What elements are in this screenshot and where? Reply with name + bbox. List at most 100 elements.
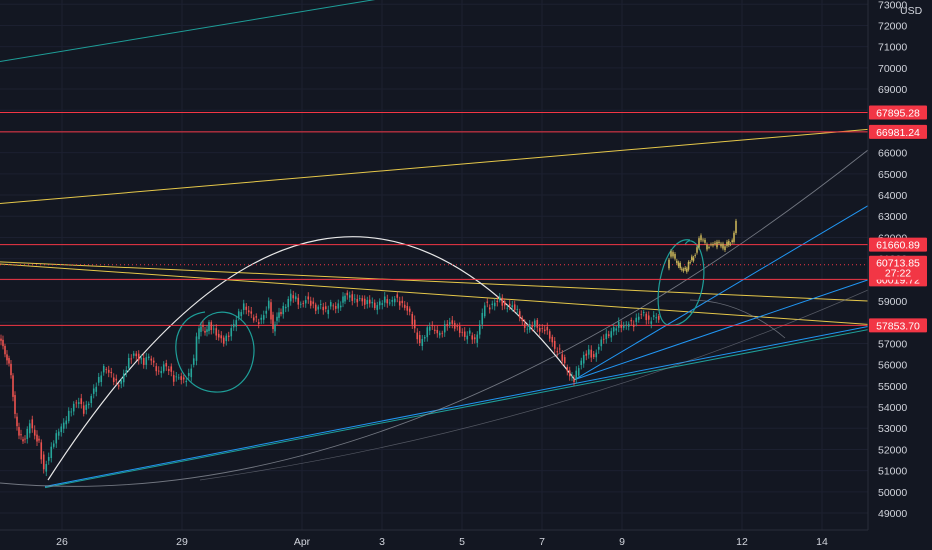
projection-body: [735, 220, 737, 234]
candle-body: [284, 306, 287, 309]
candle-body: [373, 302, 376, 309]
candle-body: [40, 442, 43, 460]
candle-body: [10, 363, 12, 376]
level-price-tag: 61660.89: [876, 240, 920, 252]
candle-body: [304, 300, 307, 304]
candle-body: [67, 410, 70, 422]
trendline-blue-steep[interactable]: [574, 205, 869, 380]
candle-body: [573, 379, 575, 383]
axis-ticks: 49000 50000 51000 52000 53000 54000 55000 56000…: [56, 0, 907, 548]
candle-body: [329, 302, 332, 307]
candle-body: [376, 305, 379, 310]
grey-curve-outer[interactable]: [0, 149, 869, 487]
projection-body: [684, 267, 686, 270]
projection-body: [702, 239, 704, 241]
candle-body: [642, 312, 645, 314]
candle-body: [637, 316, 640, 320]
candle-body: [260, 317, 263, 320]
trendline-yellow-ascending[interactable]: [0, 128, 869, 205]
candle-body: [18, 427, 20, 436]
candle-body: [358, 298, 361, 299]
candle-body: [625, 324, 628, 326]
trendline-blue-medium[interactable]: [574, 279, 869, 380]
projection-body: [674, 254, 676, 259]
candle-body: [344, 295, 346, 302]
candle-body: [100, 375, 103, 382]
candle-body: [60, 426, 63, 433]
x-tick-label: 5: [459, 536, 465, 548]
candle-body: [102, 365, 105, 373]
candle-body: [645, 313, 648, 321]
candle-body: [202, 325, 204, 327]
projection-body: [704, 239, 706, 243]
projection-body: [668, 259, 670, 269]
time-axis-panel: [0, 530, 932, 550]
projection-path: [668, 218, 737, 274]
candle-body: [657, 316, 660, 320]
candle-body: [339, 305, 342, 308]
candle-body: [4, 345, 6, 355]
candle-body: [28, 423, 31, 434]
candle-body: [511, 305, 514, 308]
candle-body: [632, 324, 635, 327]
candle-body: [309, 300, 312, 306]
y-tick-label: 56000: [878, 360, 907, 372]
trendline-teal-upper-channel[interactable]: [0, 0, 385, 62]
projection-body: [720, 243, 722, 247]
candle-body: [280, 312, 282, 315]
candle-body: [195, 336, 198, 361]
candle-body: [208, 322, 210, 332]
candle-body: [431, 325, 434, 327]
projection-body: [676, 260, 678, 263]
projection-body: [681, 268, 683, 270]
candle-body: [582, 354, 585, 364]
candle-body: [546, 326, 549, 331]
trendline-teal-support[interactable]: [44, 329, 869, 489]
trendline-yellow-descending-2[interactable]: [0, 263, 869, 325]
candle-body: [463, 331, 466, 337]
x-tick-label: 12: [736, 536, 748, 548]
candle-body: [127, 357, 130, 369]
projection-body: [731, 240, 733, 243]
candle-body: [155, 366, 158, 372]
candle-body: [240, 312, 243, 317]
price-tags: 67895.2866981.2461660.8960019.7257853.70…: [869, 105, 927, 333]
trendline-blue-support[interactable]: [44, 325, 869, 488]
candle-body: [366, 300, 369, 305]
candle-body: [312, 301, 315, 304]
candle-body: [322, 306, 325, 311]
candle-body: [122, 373, 125, 383]
projection-body: [729, 244, 732, 245]
level-price-tag: 57853.70: [876, 320, 920, 332]
x-tick-label: 7: [539, 536, 545, 548]
teal-circle-right[interactable]: [657, 239, 705, 326]
trendline-yellow-descending-1[interactable]: [0, 261, 869, 302]
candle-body: [421, 338, 424, 346]
teal-circle-left[interactable]: [175, 311, 255, 393]
candle-body: [235, 320, 238, 327]
candle-body: [198, 328, 200, 340]
candle-body: [381, 303, 384, 305]
x-tick-label: 29: [176, 536, 188, 548]
candle-body: [587, 349, 590, 355]
candle-body: [388, 302, 391, 304]
candle-body: [297, 297, 300, 305]
candle-body: [548, 331, 551, 339]
candle-body: [262, 315, 265, 320]
candle-body: [612, 327, 615, 332]
candle-body: [521, 317, 524, 321]
candle-body: [52, 443, 55, 447]
currency-label: USD: [900, 5, 923, 17]
candle-body: [170, 366, 173, 372]
candle-body: [436, 330, 439, 334]
grey-curve-short[interactable]: [689, 299, 786, 339]
candle-body: [45, 464, 48, 472]
y-tick-label: 65000: [878, 169, 907, 181]
candle-body: [112, 377, 115, 382]
candle-body: [165, 363, 168, 367]
candle-body: [334, 306, 337, 309]
grey-curve-inner[interactable]: [199, 289, 869, 481]
candle-body: [105, 368, 108, 370]
last-price-tag: 60713.85: [876, 258, 920, 270]
